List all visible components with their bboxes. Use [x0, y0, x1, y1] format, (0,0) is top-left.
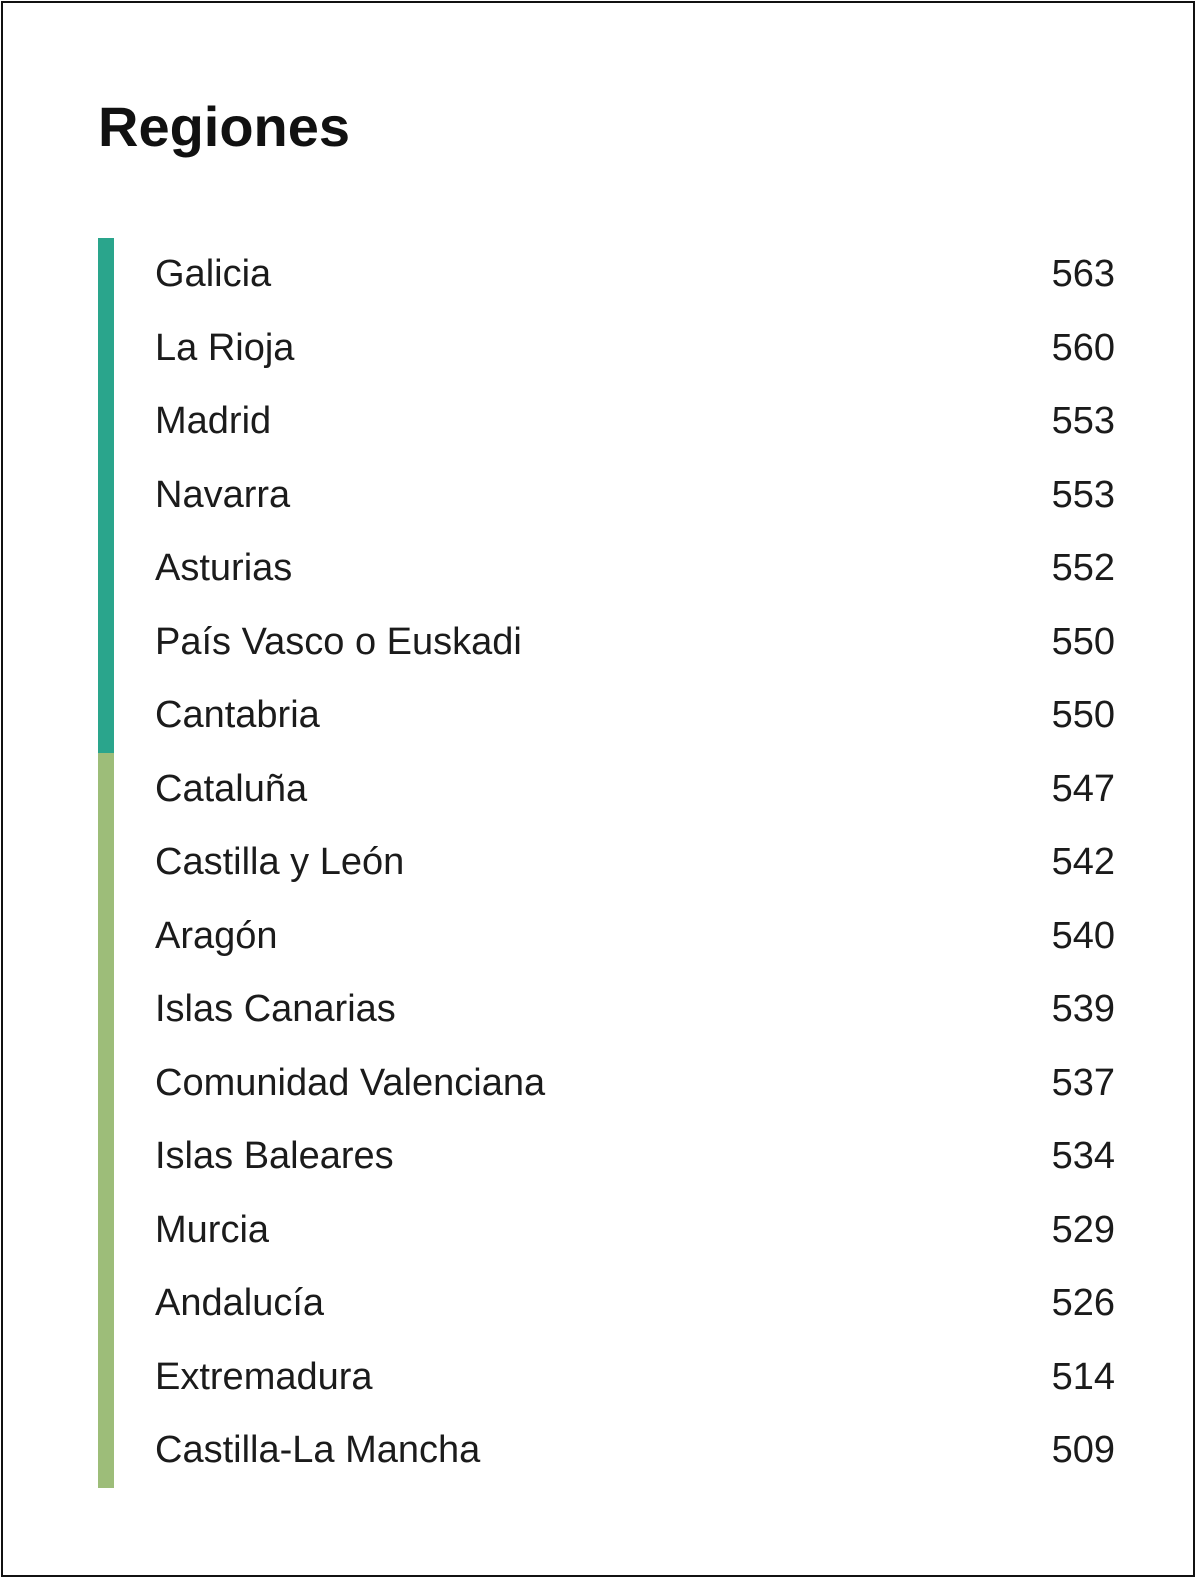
region-name: Comunidad Valenciana [155, 1061, 546, 1104]
region-value: 553 [1051, 400, 1115, 442]
table-row: La Rioja 560 [98, 312, 1123, 386]
region-value: 547 [1051, 767, 1115, 810]
region-name: Madrid [155, 400, 272, 442]
region-value: 560 [1051, 326, 1115, 369]
region-name: Navarra [155, 473, 291, 516]
region-name: Asturias [155, 547, 293, 589]
region-name: Castilla-La Mancha [155, 1429, 481, 1471]
table-row: Cataluña 547 [98, 753, 1123, 827]
region-name: La Rioja [155, 326, 295, 369]
region-value: 553 [1051, 473, 1115, 516]
table-row: Navarra 553 [98, 459, 1123, 533]
table-row: Islas Baleares 534 [98, 1120, 1123, 1194]
table-row: Castilla y León 542 [98, 826, 1123, 900]
region-table: Galicia 563 La Rioja 560 Madrid 553 Navarra 553… [98, 238, 1123, 1488]
table-row: Murcia 529 [98, 1194, 1123, 1268]
region-value: 563 [1051, 253, 1115, 295]
table-row: Asturias 552 [98, 532, 1123, 606]
region-value: 552 [1051, 547, 1115, 589]
region-name: Castilla y León [155, 841, 405, 883]
region-value: 526 [1051, 1282, 1115, 1324]
region-name: Islas Baleares [155, 1135, 394, 1177]
table-row: País Vasco o Euskadi 550 [98, 606, 1123, 680]
region-value: 509 [1051, 1429, 1115, 1471]
group-bar-low [98, 752, 114, 1488]
region-value: 534 [1051, 1135, 1115, 1177]
region-name: Cataluña [155, 767, 308, 810]
group-bar-high [98, 238, 114, 753]
region-value: 539 [1051, 988, 1115, 1030]
table-row: Andalucía 526 [98, 1267, 1123, 1341]
region-name: Aragón [155, 914, 278, 957]
region-name: Galicia [155, 253, 272, 295]
region-name: Islas Canarias [155, 988, 396, 1030]
region-name: Extremadura [155, 1355, 373, 1398]
region-value: 529 [1051, 1208, 1115, 1251]
table-row: Aragón 540 [98, 900, 1123, 974]
table-row: Comunidad Valenciana 537 [98, 1047, 1123, 1121]
region-name: País Vasco o Euskadi [155, 620, 522, 663]
region-name: Murcia [155, 1208, 270, 1251]
region-value: 550 [1051, 620, 1115, 663]
chart-title: Regiones [98, 95, 351, 158]
table-row: Galicia 563 [98, 238, 1123, 312]
table-row: Cantabria 550 [98, 679, 1123, 753]
region-value: 550 [1051, 694, 1115, 736]
region-name: Cantabria [155, 694, 320, 736]
region-value: 542 [1051, 841, 1115, 883]
table-row: Castilla-La Mancha 509 [98, 1414, 1123, 1488]
region-value: 514 [1051, 1355, 1115, 1398]
region-name: Andalucía [155, 1282, 325, 1324]
table-row: Extremadura 514 [98, 1341, 1123, 1415]
table-row: Islas Canarias 539 [98, 973, 1123, 1047]
table-row: Madrid 553 [98, 385, 1123, 459]
region-value: 540 [1051, 914, 1115, 957]
region-value: 537 [1051, 1061, 1115, 1104]
